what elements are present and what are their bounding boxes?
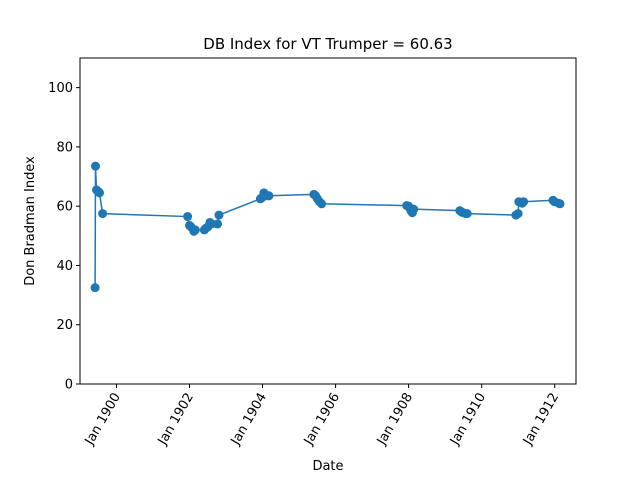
x-tick-label: Jan 1912 (520, 391, 562, 449)
y-tick-label: 60 (56, 200, 73, 215)
plot-area (90, 161, 565, 293)
plot-frame (79, 57, 577, 385)
data-point (462, 209, 472, 219)
data-point (190, 225, 200, 235)
data-point (183, 212, 193, 222)
x-axis-label: Date (312, 459, 343, 474)
data-point (317, 199, 327, 209)
y-axis: 0 20 40 60 80 100 (48, 81, 80, 393)
x-tick-label: Jan 1908 (374, 391, 416, 449)
data-point (409, 204, 419, 214)
data-point (264, 191, 274, 201)
data-point (555, 199, 565, 209)
x-tick-label: Jan 1910 (447, 391, 489, 449)
data-point (214, 210, 224, 220)
series-line (94, 166, 561, 288)
chart-title: DB Index for VT Trumper = 60.63 (203, 35, 452, 53)
data-point (213, 219, 223, 229)
data-point (513, 209, 523, 219)
x-tick-label: Jan 1900 (82, 391, 124, 449)
y-tick-label: 20 (56, 318, 73, 333)
y-tick-label: 0 (65, 378, 73, 393)
y-tick-label: 40 (56, 259, 73, 274)
x-tick-label: Jan 1902 (155, 391, 197, 449)
data-point (95, 188, 104, 198)
x-axis: Jan 1900 Jan 1902 Jan 1904 Jan 1906 Jan 1908… (82, 384, 562, 448)
data-point (90, 283, 100, 293)
x-tick-label: Jan 1904 (228, 391, 270, 449)
x-tick-label: Jan 1906 (301, 391, 343, 449)
y-axis-label: Don Bradman Index (23, 156, 38, 286)
y-tick-label: 100 (48, 81, 73, 96)
data-point (519, 197, 529, 207)
data-point (91, 161, 100, 171)
data-point (98, 209, 108, 219)
y-tick-label: 80 (56, 140, 73, 155)
